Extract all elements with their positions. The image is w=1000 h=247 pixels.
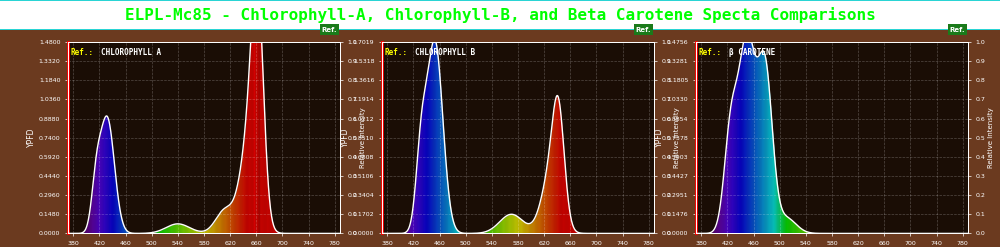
Text: Ref.:: Ref.: xyxy=(385,48,408,57)
Y-axis label: YPFD: YPFD xyxy=(27,128,36,147)
Y-axis label: YPFD: YPFD xyxy=(341,128,350,147)
Text: ELPL-Mc85 - Chlorophyll-A, Chlorophyll-B, and Beta Carotene Specta Comparisons: ELPL-Mc85 - Chlorophyll-A, Chlorophyll-B… xyxy=(125,7,875,23)
Y-axis label: Relative Intensity: Relative Intensity xyxy=(988,107,994,168)
Text: Ref.: Ref. xyxy=(636,26,651,33)
Y-axis label: YPFD: YPFD xyxy=(655,128,664,147)
Text: Ref.:: Ref.: xyxy=(71,48,94,57)
Y-axis label: Relative Intensity: Relative Intensity xyxy=(674,107,680,168)
Text: CHLOROPHYLL B: CHLOROPHYLL B xyxy=(415,48,475,57)
Text: Ref.:: Ref.: xyxy=(699,48,722,57)
Text: β CAROTENE: β CAROTENE xyxy=(729,48,775,57)
Text: CHLOROPHYLL A: CHLOROPHYLL A xyxy=(101,48,161,57)
Text: Ref.: Ref. xyxy=(322,26,337,33)
Y-axis label: Relative Intensity: Relative Intensity xyxy=(360,107,366,168)
Text: Ref.: Ref. xyxy=(950,26,965,33)
